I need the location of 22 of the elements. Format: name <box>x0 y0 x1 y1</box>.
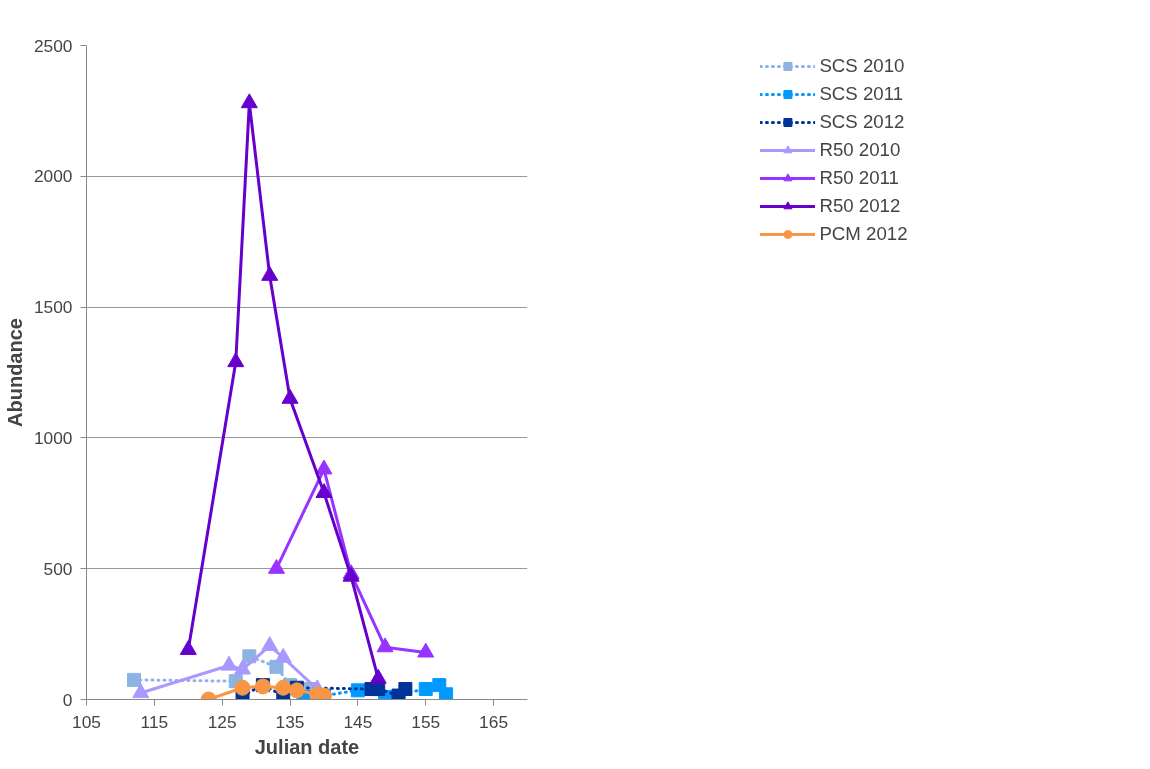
x-axis-title: Julian date <box>254 735 360 758</box>
x-tick-label: 155 <box>411 711 441 732</box>
y-tick-label: 500 <box>43 558 73 579</box>
legend-label: R50 2012 <box>819 195 901 217</box>
x-tick-label: 165 <box>479 711 509 732</box>
legend-label: R50 2010 <box>819 139 901 161</box>
y-tick-label: 1500 <box>33 297 73 318</box>
y-tick-label: 1000 <box>33 427 73 448</box>
x-tick-label: 135 <box>275 711 305 732</box>
x-tick-label: 115 <box>140 711 169 732</box>
legend-label: PCM 2012 <box>819 223 908 245</box>
legend-label: R50 2011 <box>819 167 899 189</box>
y-tick-label: 2000 <box>33 166 73 187</box>
legend-label: SCS 2012 <box>819 111 905 133</box>
y-axis-title: Abundance <box>3 318 26 427</box>
x-tick-label: 145 <box>343 711 373 732</box>
y-tick-label: 0 <box>62 689 73 710</box>
legend-label: SCS 2010 <box>819 55 905 77</box>
x-tick-label: 105 <box>72 711 101 732</box>
x-tick-label: 125 <box>207 711 237 732</box>
legend-label: SCS 2011 <box>819 83 904 105</box>
y-tick-label: 2500 <box>33 35 73 56</box>
